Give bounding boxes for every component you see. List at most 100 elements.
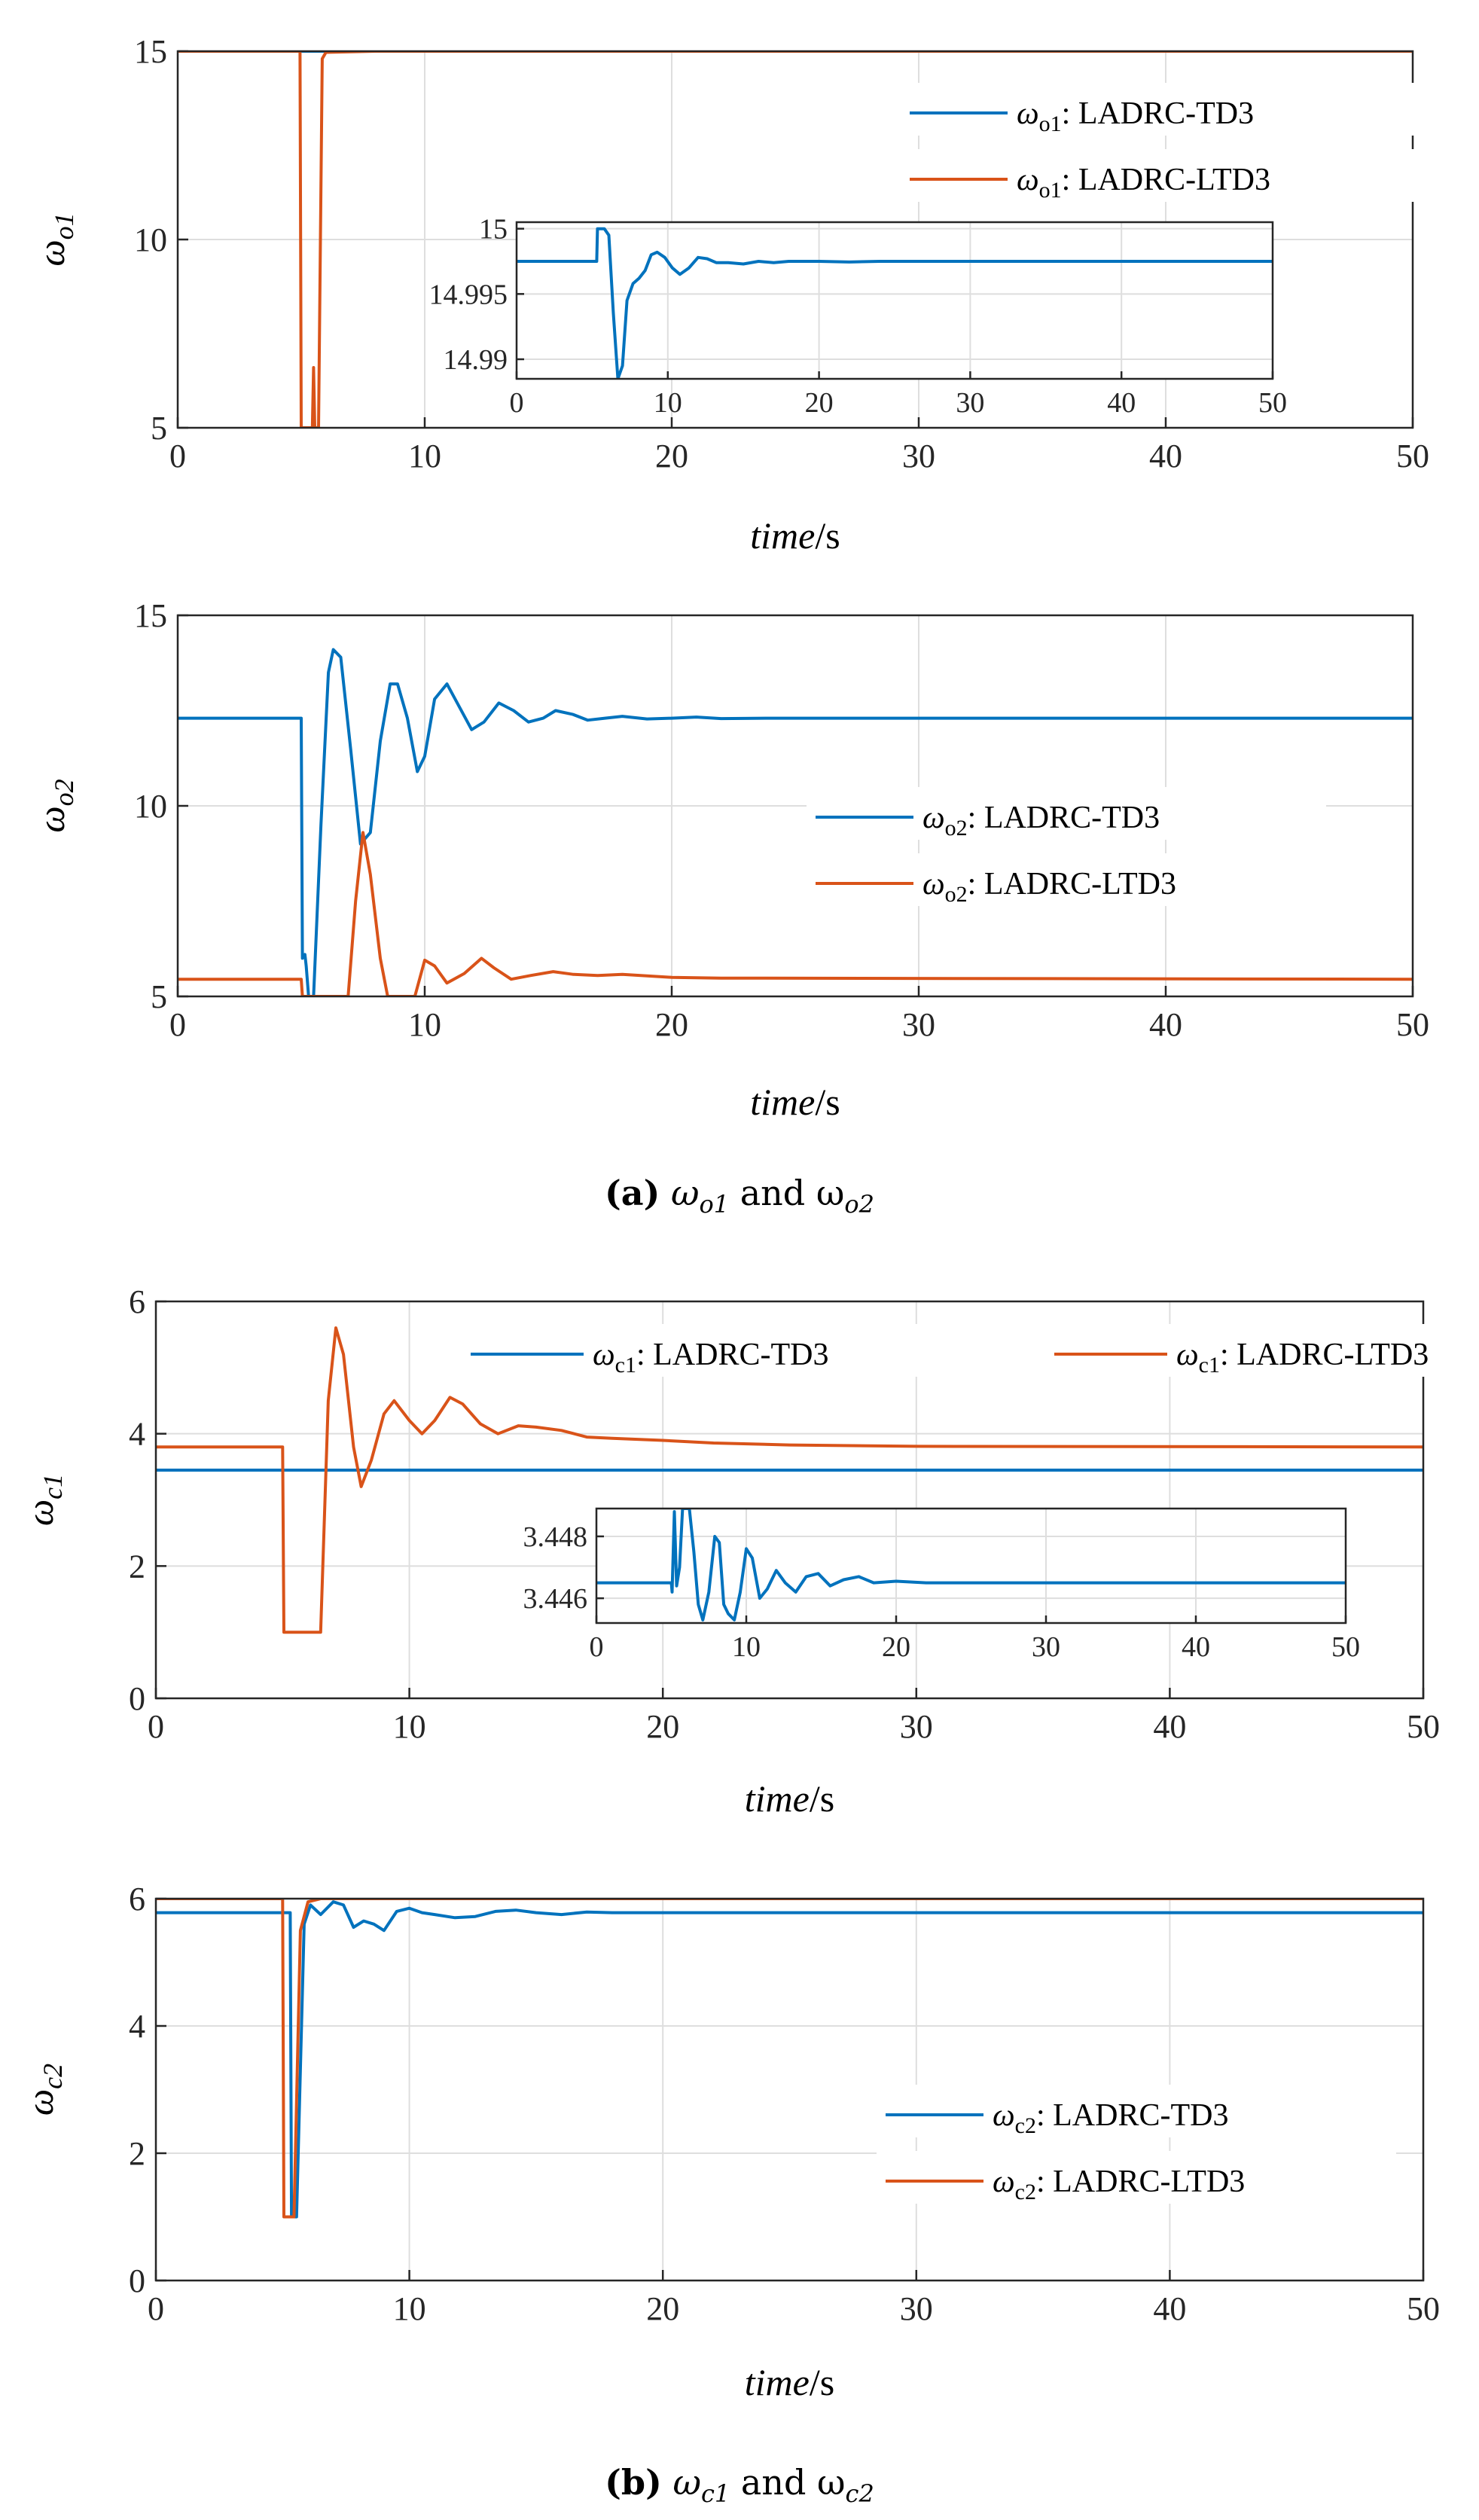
chart-3-ytick-label: 2 (129, 2135, 145, 2172)
chart-2-inset: 0 10 20 30 40 50 3.446 3.448 (523, 1507, 1360, 1663)
chart-1-xlabel: time/s (750, 1081, 840, 1123)
chart-2-inset-frame (595, 1507, 1347, 1625)
chart-0-legend-entry: ωo1: LADRC-TD3 (1017, 96, 1254, 136)
chart-0-ylabel: ωo1 (30, 212, 79, 266)
chart-2-xtick-label: 0 (148, 1708, 164, 1745)
chart-0-inset-xtick-label: 40 (1107, 387, 1136, 419)
caption-b: (b) ωc1 and ωc2 (605, 2462, 874, 2508)
chart-2-inset-xtick-label: 50 (1331, 1631, 1360, 1663)
chart-0-xtick-label: 50 (1396, 438, 1429, 474)
caption-a-label: (a) (605, 1173, 660, 1213)
chart-1-legend-entry: ωo2: LADRC-TD3 (922, 801, 1160, 841)
chart-2-inset-xtick-label: 10 (732, 1631, 761, 1663)
chart-0-inset-series (517, 227, 1273, 379)
chart-0-inset-xtick-label: 10 (654, 387, 682, 419)
chart-2-xtick-label: 40 (1153, 1708, 1186, 1745)
chart-1-legend-bg (807, 853, 1326, 906)
chart-2-xlabel: time/s (745, 1777, 834, 1820)
chart-0-xtick-label: 30 (902, 438, 935, 474)
chart-3-xtick-label: 50 (1407, 2290, 1440, 2327)
chart-omega-c2: 0 10 20 30 40 50 0 2 4 6 ωc2: LADRC-TD3 ωc2: LADRC-… (19, 1881, 1440, 2403)
chart-1-series-ladrc-ltd3 (178, 831, 1413, 996)
chart-3-frame (154, 1897, 1425, 2282)
chart-3-xtick-label: 0 (148, 2290, 164, 2327)
chart-0-ytick-label: 15 (134, 33, 167, 70)
chart-0-inset-xtick-label: 30 (956, 387, 984, 419)
chart-3-xlabel: time/s (745, 2361, 834, 2403)
chart-2-inset-xtick-label: 20 (882, 1631, 910, 1663)
chart-1-xtick-label: 20 (655, 1006, 688, 1043)
chart-1-frame (176, 614, 1414, 998)
chart-2-ylabel: ωc1 (19, 1474, 68, 1526)
chart-3-legend-entry: ωc2: LADRC-TD3 (993, 2098, 1228, 2138)
chart-2-xtick-label: 10 (393, 1708, 426, 1745)
chart-1-series-ladrc-td3 (178, 648, 1413, 996)
chart-0-legend-bg (901, 149, 1420, 202)
chart-0-xlabel: time/s (750, 514, 840, 557)
chart-2-legend-bg (1045, 1324, 1479, 1377)
chart-2-legend-entry: ωc1: LADRC-LTD3 (1176, 1338, 1429, 1377)
chart-1-xtick-label: 10 (408, 1006, 441, 1043)
chart-3-legend-bg (877, 2151, 1396, 2204)
chart-2-legend-entry: ωc1: LADRC-TD3 (593, 1338, 828, 1377)
chart-2-legend-bg (462, 1324, 996, 1377)
chart-2-inset-series (596, 1509, 1346, 1622)
chart-3-xtick-label: 10 (393, 2290, 426, 2327)
chart-2-inset-xtick-label: 0 (590, 1631, 604, 1663)
chart-0-inset-xtick-label: 20 (805, 387, 834, 419)
chart-3-ytick-label: 6 (129, 1881, 145, 1917)
chart-0-legend-bg (901, 83, 1420, 136)
chart-omega-o1: 0 10 20 30 40 50 5 10 15 ωo1: LADRC-TD3 ωo1: LADRC… (30, 33, 1429, 557)
chart-0-xtick-label: 40 (1149, 438, 1182, 474)
chart-3-ytick-label: 4 (129, 2008, 145, 2045)
chart-0-xtick-label: 10 (408, 438, 441, 474)
chart-1-ytick-label: 10 (134, 788, 167, 825)
chart-0-ytick-label: 5 (151, 410, 167, 447)
chart-3-ytick-label: 0 (129, 2262, 145, 2299)
chart-2-inset-area (596, 1509, 1346, 1623)
chart-omega-c1: 0 10 20 30 40 50 0 2 4 6 ωc1: LADRC-TD3 ωc1: LADRC-… (19, 1283, 1479, 1820)
chart-2-series-ladrc-ltd3 (156, 1326, 1423, 1634)
chart-1-xtick-label: 0 (169, 1006, 186, 1043)
chart-0-inset: 0 10 20 30 40 50 14.99 14.995 15 (429, 214, 1288, 419)
chart-1-ylabel: ωo2 (30, 779, 79, 832)
chart-2-ytick-label: 6 (129, 1283, 145, 1320)
chart-2-inset-ytick-label: 3.446 (523, 1583, 588, 1615)
chart-2-ytick-label: 2 (129, 1548, 145, 1585)
chart-0-inset-ytick-label: 14.99 (444, 344, 508, 376)
chart-2-xtick-label: 20 (646, 1708, 679, 1745)
chart-0-ytick-label: 10 (134, 221, 167, 258)
chart-0-inset-ytick-label: 15 (479, 214, 508, 246)
chart-1-ytick-label: 15 (134, 597, 167, 634)
chart-0-inset-xtick-label: 0 (510, 387, 524, 419)
chart-3-legend-bg (877, 2085, 1396, 2137)
caption-b-label: (b) (605, 2462, 662, 2503)
chart-0-inset-frame (515, 221, 1274, 380)
chart-1-legend-entry: ωo2: LADRC-LTD3 (922, 867, 1176, 907)
chart-2-frame (154, 1300, 1425, 1700)
chart-1-xtick-label: 50 (1396, 1006, 1429, 1043)
caption-a: (a) ωo1 and ωo2 (605, 1173, 874, 1219)
chart-3-series-ladrc-td3 (156, 1900, 1423, 2219)
chart-2-inset-ytick-label: 3.448 (523, 1521, 588, 1553)
chart-0-inset-area (517, 222, 1273, 379)
chart-1-legend-bg (807, 787, 1326, 840)
chart-3-xtick-label: 40 (1153, 2290, 1186, 2327)
chart-3-xtick-label: 20 (646, 2290, 679, 2327)
chart-omega-o2: 0 10 20 30 40 50 5 10 15 ωo2: LADRC-TD3 ωo2: LADRC… (30, 597, 1429, 1123)
chart-2-ytick-label: 0 (129, 1680, 145, 1717)
chart-0-xtick-label: 20 (655, 438, 688, 474)
chart-2-xtick-label: 50 (1407, 1708, 1440, 1745)
chart-3-legend-entry: ωc2: LADRC-LTD3 (993, 2165, 1245, 2204)
chart-2-inset-xtick-label: 30 (1032, 1631, 1060, 1663)
chart-3-ylabel: ωc2 (19, 2064, 68, 2116)
chart-2-ytick-label: 4 (129, 1416, 145, 1453)
chart-2-xtick-label: 30 (900, 1708, 933, 1745)
chart-0-inset-xtick-label: 50 (1258, 387, 1287, 419)
chart-0-frame (176, 50, 1414, 429)
chart-0-legend-entry: ωo1: LADRC-LTD3 (1017, 163, 1270, 203)
chart-1-xtick-label: 30 (902, 1006, 935, 1043)
chart-2-inset-xtick-label: 40 (1182, 1631, 1210, 1663)
chart-1-ytick-label: 5 (151, 978, 167, 1015)
